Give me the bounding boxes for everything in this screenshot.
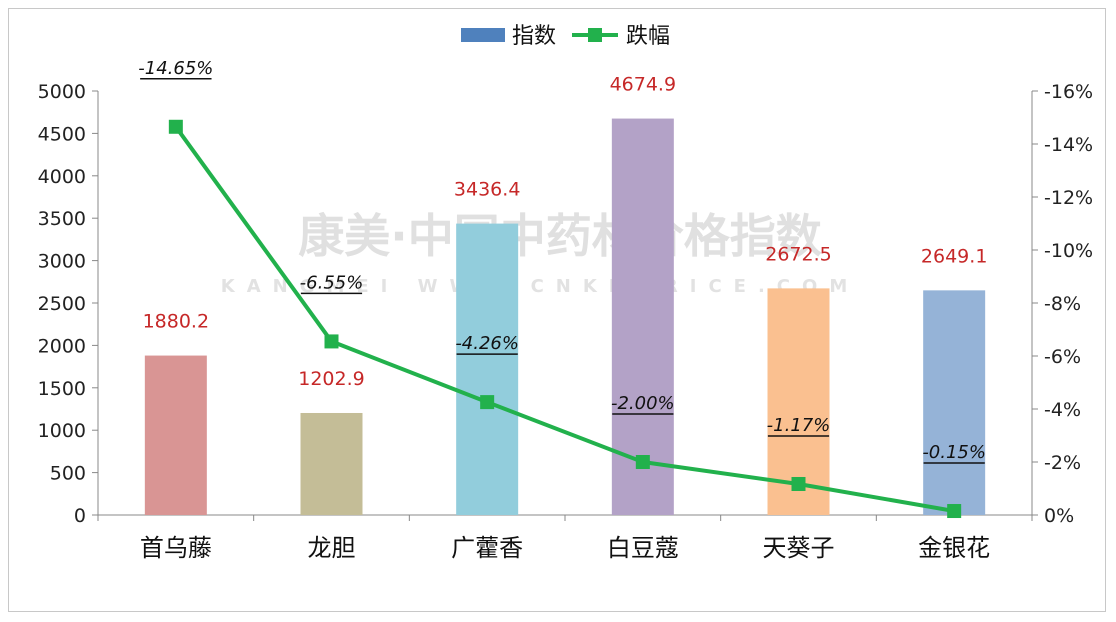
y-left-tick-label: 5000 bbox=[38, 81, 86, 103]
line-marker-5 bbox=[791, 476, 806, 491]
y-left-tick-label: 3000 bbox=[38, 251, 86, 273]
bar-6 bbox=[923, 290, 986, 515]
legend-line-label: 跌幅 bbox=[626, 24, 670, 49]
bar-value-label: 2672.5 bbox=[765, 243, 831, 265]
y-left-tick-label: 1000 bbox=[38, 420, 86, 442]
line-marker-4 bbox=[635, 455, 650, 469]
y-right-tick-label: -6% bbox=[1044, 346, 1081, 368]
y-left-tick-label: 2000 bbox=[38, 335, 86, 357]
bar-value-label: 3436.4 bbox=[454, 179, 520, 201]
bar-value-label: 1880.2 bbox=[143, 311, 209, 333]
bar-3 bbox=[456, 223, 519, 516]
bar-value-label: 2649.1 bbox=[921, 245, 987, 267]
y-right-tick-label: -4% bbox=[1044, 399, 1081, 421]
percent-label: -0.15% bbox=[922, 442, 986, 463]
percent-label: -2.00% bbox=[611, 393, 675, 414]
y-right-tick-label: -2% bbox=[1044, 452, 1081, 474]
y-left-tick-label: 500 bbox=[50, 463, 86, 485]
line-marker-2 bbox=[324, 334, 339, 349]
percent-label: -6.55% bbox=[300, 272, 364, 293]
y-right-tick-label: -14% bbox=[1044, 134, 1093, 156]
y-left-tick-label: 4000 bbox=[38, 166, 86, 188]
x-category-label: 广藿香 bbox=[451, 534, 523, 562]
decline-line bbox=[174, 125, 955, 513]
line-marker-1 bbox=[168, 119, 183, 134]
percent-label: -1.17% bbox=[767, 415, 831, 436]
line-series bbox=[168, 119, 962, 519]
y-right-tick-label: -8% bbox=[1044, 293, 1081, 315]
watermark-sub: KANGMEI WWW.CNKMPRICE.COM bbox=[221, 276, 859, 297]
watermark-main: 康美·中国中药材价格指数 bbox=[298, 209, 821, 263]
bar-4 bbox=[611, 118, 674, 515]
percent-label: -14.65% bbox=[138, 58, 213, 79]
y-left-tick-label: 0 bbox=[74, 505, 86, 527]
legend-bar-label: 指数 bbox=[512, 24, 556, 49]
y-right-tick-label: -12% bbox=[1044, 187, 1093, 209]
x-category-label: 首乌藤 bbox=[140, 534, 212, 562]
legend-bar-swatch bbox=[461, 28, 505, 42]
y-right-tick-label: -10% bbox=[1044, 240, 1093, 262]
legend-line-marker bbox=[588, 28, 602, 42]
bars bbox=[144, 118, 986, 516]
bar-value-label: 1202.9 bbox=[298, 368, 364, 390]
y-left-tick-label: 2500 bbox=[38, 293, 86, 315]
y-left-tick-label: 4500 bbox=[38, 123, 86, 145]
x-category-label: 龙胆 bbox=[308, 534, 356, 562]
y-right-tick-label: -16% bbox=[1044, 81, 1093, 103]
percent-label: -4.26% bbox=[455, 333, 519, 354]
bar-1 bbox=[144, 355, 207, 515]
y-right-tick-label: 0% bbox=[1044, 505, 1074, 527]
y-left-tick-label: 3500 bbox=[38, 208, 86, 230]
bar-2 bbox=[300, 412, 363, 515]
line-marker-6 bbox=[947, 504, 962, 519]
legend: 指数 跌幅 bbox=[461, 24, 670, 49]
x-category-label: 白豆蔻 bbox=[607, 534, 679, 562]
line-marker-3 bbox=[480, 395, 495, 410]
axes: 0 500 1000 1500 2000 2500 3000 3500 4000 4500 5000… bbox=[38, 81, 1093, 562]
y-left-tick-label: 1500 bbox=[38, 378, 86, 400]
data-labels: 1880.2 1202.9 3436.4 4674.9 2672.5 2649.1 -14.… bbox=[138, 58, 987, 464]
watermark: 康美·中国中药材价格指数 KANGMEI WWW.CNKMPRICE.COM bbox=[221, 209, 859, 297]
bar-value-label: 4674.9 bbox=[610, 74, 676, 96]
x-category-label: 天葵子 bbox=[763, 534, 835, 562]
x-category-label: 金银花 bbox=[918, 534, 990, 562]
